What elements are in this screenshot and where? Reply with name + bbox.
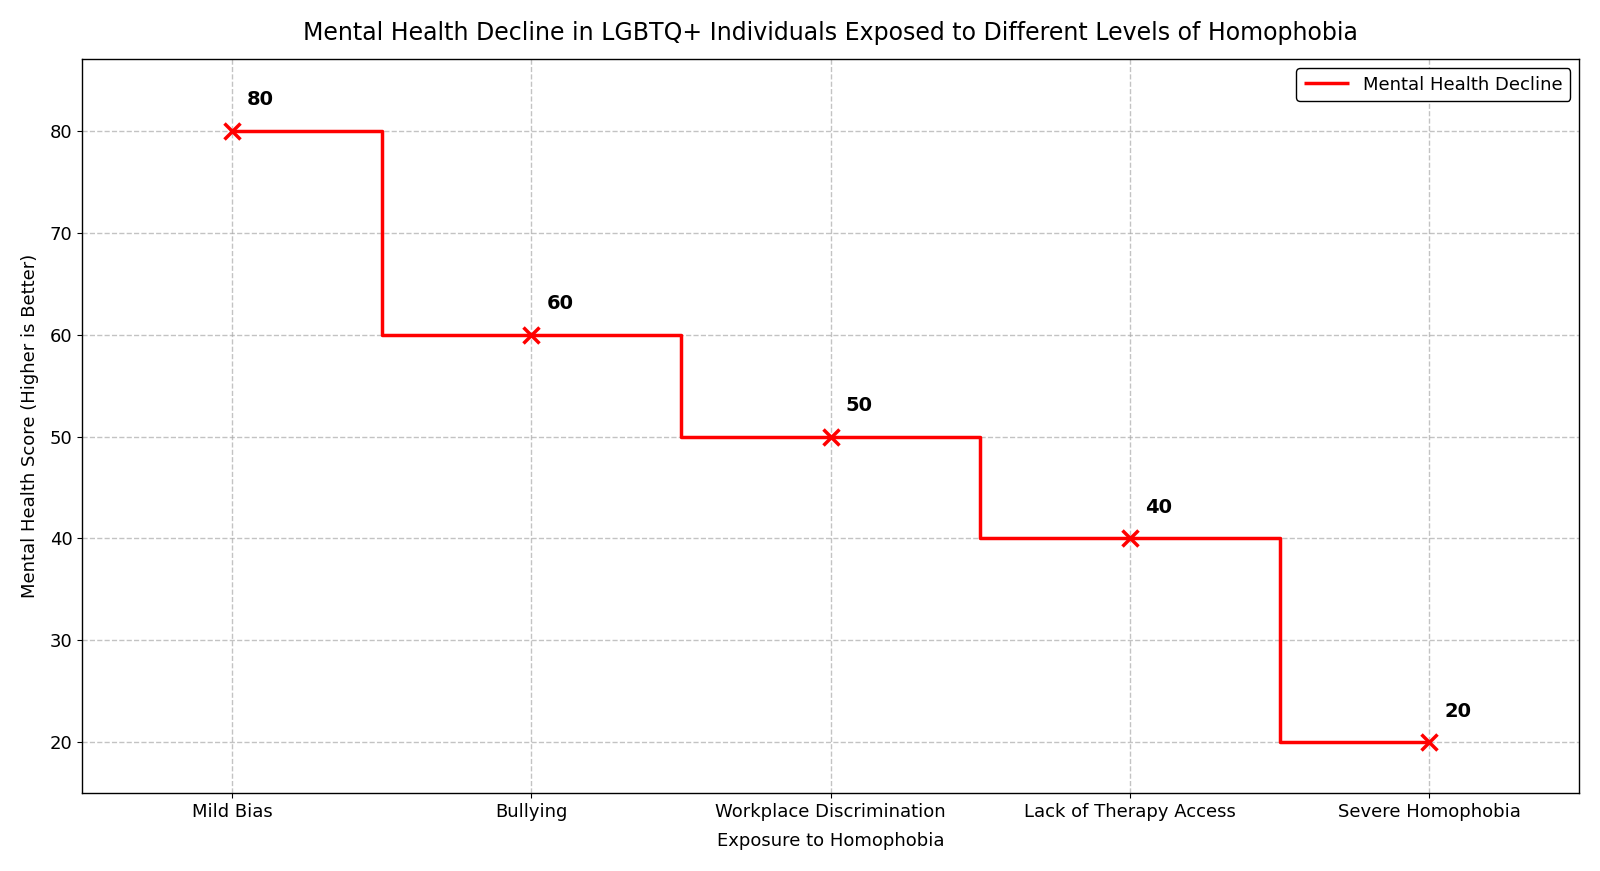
Text: 60: 60	[547, 294, 573, 313]
Text: 40: 40	[1146, 498, 1173, 517]
Y-axis label: Mental Health Score (Higher is Better): Mental Health Score (Higher is Better)	[21, 254, 38, 598]
Mental Health Decline	[222, 125, 242, 136]
Mental Health Decline	[373, 329, 392, 340]
Mental Health Decline	[971, 431, 990, 442]
Title: Mental Health Decline in LGBTQ+ Individuals Exposed to Different Levels of Homop: Mental Health Decline in LGBTQ+ Individu…	[304, 21, 1358, 44]
Legend: Mental Health Decline: Mental Health Decline	[1296, 68, 1570, 101]
Mental Health Decline	[1419, 737, 1438, 747]
Mental Health Decline	[1120, 533, 1139, 544]
Text: 50: 50	[846, 396, 872, 415]
Mental Health Decline	[1270, 533, 1290, 544]
Mental Health Decline	[672, 431, 691, 442]
Mental Health Decline	[373, 125, 392, 136]
Text: 80: 80	[246, 91, 274, 109]
Mental Health Decline	[821, 431, 840, 442]
Mental Health Decline	[672, 329, 691, 340]
Text: 20: 20	[1445, 702, 1472, 721]
X-axis label: Exposure to Homophobia: Exposure to Homophobia	[717, 832, 944, 850]
Line: Mental Health Decline: Mental Health Decline	[232, 131, 1429, 742]
Mental Health Decline	[522, 329, 541, 340]
Mental Health Decline	[1270, 737, 1290, 747]
Mental Health Decline	[971, 533, 990, 544]
